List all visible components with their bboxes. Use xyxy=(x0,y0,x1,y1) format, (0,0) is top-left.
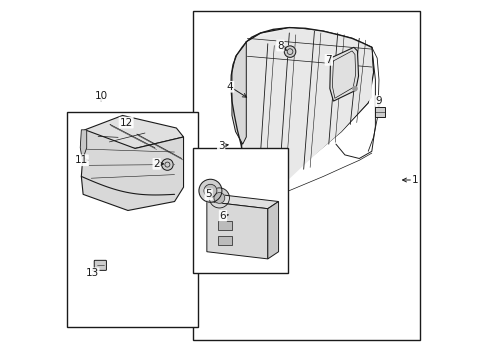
Circle shape xyxy=(199,179,222,202)
Text: 5: 5 xyxy=(205,189,211,199)
Text: 4: 4 xyxy=(226,82,233,92)
Polygon shape xyxy=(244,28,371,218)
Circle shape xyxy=(214,193,224,203)
Text: 3: 3 xyxy=(218,141,224,151)
Polygon shape xyxy=(329,47,358,101)
Circle shape xyxy=(352,86,356,91)
Polygon shape xyxy=(85,116,183,148)
Circle shape xyxy=(284,46,295,57)
Text: 7: 7 xyxy=(325,55,331,65)
Polygon shape xyxy=(267,202,278,259)
Text: 6: 6 xyxy=(219,211,226,221)
Polygon shape xyxy=(235,28,373,226)
Text: 2: 2 xyxy=(153,159,160,169)
Text: 1: 1 xyxy=(411,175,417,185)
FancyBboxPatch shape xyxy=(94,260,106,270)
Circle shape xyxy=(162,159,173,170)
Bar xyxy=(67,112,198,327)
Polygon shape xyxy=(206,202,267,259)
Polygon shape xyxy=(206,194,278,209)
Text: 8: 8 xyxy=(277,41,283,50)
Text: 10: 10 xyxy=(94,91,107,101)
Bar xyxy=(192,148,287,273)
Bar xyxy=(374,107,384,117)
Polygon shape xyxy=(80,130,86,160)
Bar xyxy=(217,235,231,244)
Polygon shape xyxy=(235,205,242,228)
Text: 12: 12 xyxy=(119,118,133,128)
Text: 11: 11 xyxy=(75,155,88,165)
Circle shape xyxy=(237,226,242,231)
Polygon shape xyxy=(81,130,183,211)
Polygon shape xyxy=(231,42,246,144)
Text: 9: 9 xyxy=(375,96,382,106)
Text: 13: 13 xyxy=(85,268,99,278)
Circle shape xyxy=(203,184,217,197)
Bar xyxy=(217,221,231,230)
Bar xyxy=(192,12,419,339)
Circle shape xyxy=(209,188,229,208)
